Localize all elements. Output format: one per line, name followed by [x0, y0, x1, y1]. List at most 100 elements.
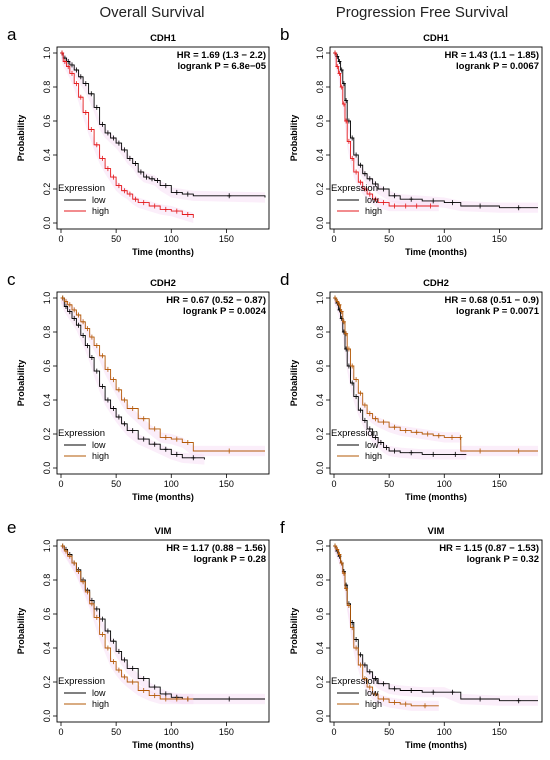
- x-axis-label: Time (months): [132, 492, 194, 502]
- censor-mark-high: [392, 424, 397, 430]
- panel-letter-d: d: [280, 270, 289, 289]
- censor-mark-low: [354, 152, 359, 158]
- legend-label-high: high: [92, 206, 109, 216]
- y-tick-label: 0.2: [315, 183, 325, 196]
- censor-mark-low: [381, 681, 386, 687]
- legend-label-low: low: [92, 195, 106, 205]
- censor-mark-high: [111, 377, 116, 383]
- censor-mark-high: [381, 200, 386, 206]
- censor-mark-low: [122, 657, 127, 663]
- censor-mark-high: [381, 419, 386, 425]
- censor-mark-high: [358, 179, 363, 185]
- censor-mark-low: [122, 147, 127, 153]
- censor-mark-low: [89, 91, 94, 97]
- censor-mark-high: [344, 331, 349, 337]
- censor-mark-high: [373, 691, 378, 697]
- y-tick-label: 0.8: [42, 574, 52, 587]
- y-tick-label: 0.6: [42, 115, 52, 128]
- censor-mark-high: [350, 625, 355, 631]
- confidence-band-low: [61, 53, 265, 203]
- censor-mark-low: [116, 648, 121, 654]
- survival-curve-low: [61, 52, 266, 198]
- censor-mark-low: [141, 436, 146, 442]
- censor-mark-low: [350, 135, 355, 141]
- censor-mark-low: [344, 98, 349, 104]
- censor-mark-low: [122, 421, 127, 427]
- censor-mark-high: [346, 603, 351, 608]
- censor-mark-high: [350, 363, 355, 369]
- legend-label-low: low: [92, 440, 106, 450]
- y-tick-label: 1.0: [42, 540, 52, 553]
- y-tick-label: 0.8: [42, 326, 52, 339]
- censor-mark-low: [431, 451, 436, 457]
- censor-mark-low: [185, 191, 190, 197]
- x-axis-label: Time (months): [405, 740, 467, 750]
- censor-mark-low: [431, 198, 436, 204]
- censor-mark-high: [81, 319, 86, 325]
- censor-mark-low: [516, 698, 521, 704]
- censor-mark-low: [378, 440, 383, 445]
- legend-label-high: high: [92, 699, 109, 709]
- x-tick-label: 50: [384, 479, 394, 489]
- censor-mark-low: [89, 355, 94, 360]
- column-title-progression-free-survival: Progression Free Survival: [336, 4, 509, 21]
- y-tick-label: 0.0: [315, 217, 325, 230]
- censor-mark-high: [111, 659, 116, 665]
- censor-mark-high: [127, 191, 132, 197]
- censor-mark-low: [163, 183, 168, 189]
- censor-mark-high: [337, 552, 342, 557]
- censor-mark-high: [337, 302, 342, 308]
- censor-mark-high: [105, 166, 110, 172]
- censor-mark-high: [64, 298, 68, 304]
- x-tick-label: 150: [492, 234, 507, 244]
- censor-mark-high: [335, 298, 340, 304]
- censor-mark-high: [185, 212, 190, 217]
- censor-mark-low: [358, 407, 363, 413]
- censor-mark-high: [362, 186, 367, 192]
- censor-mark-low: [133, 161, 138, 166]
- hazard-ratio-text: HR = 1.69 (1.3 − 2.2): [177, 50, 266, 61]
- gene-title: VIM: [155, 526, 172, 537]
- x-tick-label: 50: [111, 479, 121, 489]
- y-tick-label: 0.2: [315, 676, 325, 689]
- censor-mark-high: [367, 684, 372, 690]
- y-tick-label: 0.6: [42, 360, 52, 373]
- gene-title: CDH1: [150, 33, 177, 44]
- legend-label-high: high: [92, 451, 109, 461]
- censor-mark-high: [425, 431, 430, 437]
- censor-mark-high: [185, 440, 190, 445]
- censor-mark-high: [403, 428, 408, 434]
- x-tick-label: 100: [164, 479, 179, 489]
- panel-letter-a: a: [7, 25, 17, 44]
- legend-title: Expression: [331, 676, 378, 687]
- censor-mark-high: [354, 377, 359, 383]
- plot-frame: [329, 46, 543, 230]
- y-tick-label: 0.2: [42, 183, 52, 196]
- legend-title: Expression: [58, 676, 105, 687]
- censor-mark-low: [127, 155, 132, 161]
- y-tick-label: 1.0: [315, 47, 325, 60]
- censor-mark-low: [81, 332, 86, 338]
- logrank-p-text: logrank P = 0.0067: [456, 61, 539, 72]
- censor-mark-low: [337, 59, 342, 64]
- censor-mark-low: [373, 434, 378, 440]
- censor-mark-high: [333, 50, 338, 56]
- censor-mark-high: [392, 203, 397, 209]
- censor-mark-low: [163, 691, 168, 697]
- censor-mark-low: [141, 676, 146, 682]
- confidence-band-high: [61, 53, 194, 223]
- censor-mark-high: [163, 434, 168, 440]
- censor-mark-high: [141, 416, 146, 422]
- km-panel-e: e VIM HR = 1.17 (0.88 − 1.56)logrank P = 0…: [7, 518, 270, 750]
- x-tick-label: 50: [111, 727, 121, 737]
- censor-mark-high: [392, 699, 397, 705]
- y-axis-label: Probability: [16, 115, 26, 162]
- censor-mark-low: [70, 62, 74, 68]
- censor-mark-high: [450, 434, 454, 440]
- censor-mark-low: [138, 169, 143, 175]
- censor-mark-high: [354, 169, 359, 175]
- censor-mark-low: [174, 451, 179, 457]
- censor-mark-high: [185, 696, 190, 702]
- censor-mark-low: [367, 176, 372, 182]
- censor-mark-low: [191, 455, 196, 461]
